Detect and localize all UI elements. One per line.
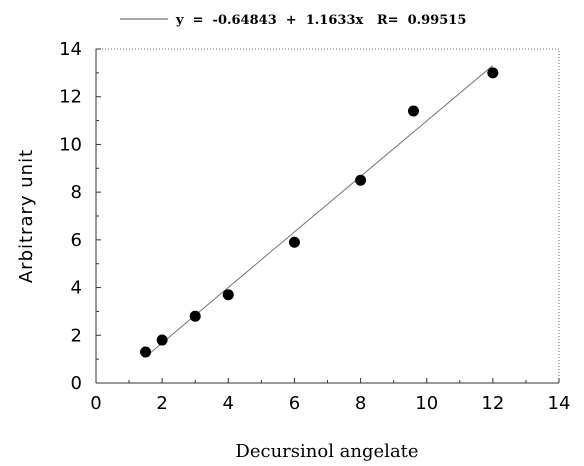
data-point	[407, 105, 419, 117]
data-point	[140, 346, 152, 358]
y-tick-label: 10	[59, 134, 82, 155]
y-tick-label: 4	[71, 278, 82, 299]
regression-line	[145, 65, 494, 358]
legend-equation: y = -0.64843 + 1.1633x R= 0.99515	[175, 13, 466, 28]
x-tick-label: 2	[156, 393, 167, 414]
x-tick-label: 14	[548, 393, 571, 414]
y-tick-label: 0	[71, 373, 82, 394]
y-tick-label: 8	[71, 182, 82, 203]
points-layer	[140, 67, 499, 358]
x-axis-label: Decursinol angelate	[235, 441, 418, 462]
data-point	[487, 67, 499, 79]
fit-layer	[145, 65, 494, 358]
data-point	[156, 334, 168, 346]
x-ticks: 0 2 4 6 8 10 12 14	[90, 378, 570, 414]
data-point	[355, 174, 367, 186]
x-tick-label: 4	[223, 393, 234, 414]
data-point	[288, 236, 300, 248]
y-tick-label: 12	[59, 87, 82, 108]
x-tick-label: 10	[415, 393, 438, 414]
x-tick-label: 8	[355, 393, 366, 414]
x-tick-label: 6	[289, 393, 300, 414]
y-ticks: 0 2 4 6 8 10 12 14	[59, 39, 101, 394]
y-tick-label: 2	[71, 325, 82, 346]
y-axis-label: Arbitrary unit	[16, 149, 37, 283]
data-point	[189, 310, 201, 322]
legend: y = -0.64843 + 1.1633x R= 0.99515	[120, 13, 466, 28]
y-tick-label: 6	[71, 230, 82, 251]
x-tick-label: 12	[481, 393, 504, 414]
y-tick-label: 14	[59, 39, 82, 60]
plot-frame	[95, 48, 560, 384]
x-tick-label: 0	[90, 393, 101, 414]
data-point	[222, 289, 234, 301]
